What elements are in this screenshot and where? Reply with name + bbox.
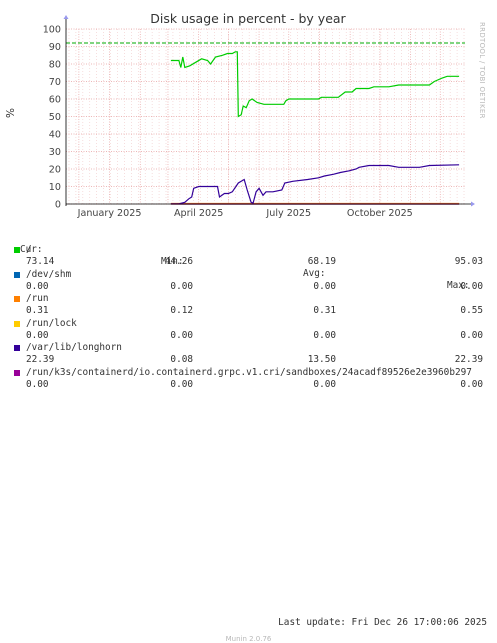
legend-min-value: 0.12 (170, 305, 193, 316)
legend-max-value: 0.00 (460, 280, 483, 292)
legend-swatch (14, 320, 20, 327)
header-min: Min: (161, 256, 184, 267)
legend-cur-value: 0.31 (26, 305, 49, 316)
series-line (170, 51, 460, 118)
legend-item: / (0, 244, 497, 256)
legend-cur-value: 0.00 (26, 378, 49, 390)
y-tick-label: 20 (49, 165, 61, 176)
y-axis-arrow (63, 15, 69, 19)
x-tick-label: January 2025 (77, 208, 142, 219)
legend-avg-value: 68.19 (307, 256, 336, 267)
legend-cur-value: 22.39 (26, 354, 55, 365)
y-tick-label: 10 (49, 182, 61, 193)
legend-series-name: /dev/shm (26, 268, 72, 280)
legend-max-value: 0.00 (460, 329, 483, 341)
legend-item: /var/lib/longhorn (0, 342, 497, 354)
rrdtool-credit: RRDTOOL / TOBI OETIKER (478, 22, 486, 119)
last-update: Last update: Fri Dec 26 17:00:06 2025 (278, 617, 487, 628)
y-tick-label: 100 (43, 25, 61, 36)
legend-avg-value: 0.00 (313, 378, 336, 390)
legend-item: /dev/shm (0, 269, 497, 281)
chart-area: 0 10 20 30 40 50 60 70 80 90 100 January 2025 April … (0, 0, 497, 230)
legend-series-name: /run/lock (26, 317, 77, 329)
legend-max-value: 95.03 (454, 256, 483, 267)
legend-values-row: 22.39 0.08 13.50 22.39 (0, 354, 497, 366)
legend-item: /run/k3s/containerd/io.containerd.grpc.v… (0, 367, 497, 379)
legend-swatch (14, 345, 20, 351)
legend-max-value: 22.39 (454, 354, 483, 365)
legend-min-value: 44.26 (164, 256, 193, 267)
legend-swatch (14, 369, 20, 376)
y-tick-label: 60 (49, 95, 61, 106)
y-tick-label: 50 (49, 112, 61, 123)
legend-cur-value: 0.00 (26, 280, 49, 292)
y-tick-label: 30 (49, 147, 61, 158)
legend-values-row: 0.00 0.00 0.00 0.00 (0, 379, 497, 391)
legend-swatch (14, 271, 20, 278)
legend-table: Cur: Min: Avg: Max: /73.14 44.26 68.19 95.0… (0, 232, 497, 643)
legend-max-value: 0.55 (460, 305, 483, 316)
legend-max-value: 0.00 (460, 378, 483, 390)
x-tick-label: July 2025 (265, 208, 311, 219)
series-line (170, 164, 460, 205)
munin-version: Munin 2.0.76 (225, 635, 272, 643)
legend-min-value: 0.00 (170, 329, 193, 341)
x-tick-label: October 2025 (347, 208, 413, 219)
y-tick-label: 40 (49, 130, 61, 141)
header-cur: Cur: (20, 244, 43, 255)
x-tick-label: April 2025 (174, 208, 223, 219)
legend-series-name: /var/lib/longhorn (26, 342, 122, 353)
legend-item: /run (0, 293, 497, 305)
disk-usage-chart: 0 10 20 30 40 50 60 70 80 90 100 January 2025 April … (5, 11, 475, 219)
header-avg: Avg: (303, 268, 326, 279)
x-axis-arrow (471, 201, 475, 207)
y-tick-label: 0 (55, 200, 61, 211)
legend-swatch (14, 247, 20, 253)
legend-values-row: 0.00 0.00 0.00 0.00 (0, 281, 497, 293)
y-axis-label: % (5, 108, 17, 118)
plot-background (66, 29, 465, 204)
legend-series-name: / (26, 244, 32, 255)
y-tick-label: 80 (49, 60, 61, 71)
legend-values-row: 73.14 44.26 68.19 95.03 (0, 256, 497, 268)
legend-min-value: 0.08 (170, 354, 193, 365)
legend-values-row: 0.00 0.00 0.00 0.00 (0, 330, 497, 342)
legend-series-name: /run/k3s/containerd/io.containerd.grpc.v… (26, 366, 472, 378)
legend-item: /run/lock (0, 318, 497, 330)
header-max: Max: (447, 280, 470, 291)
y-tick-label: 70 (49, 77, 61, 88)
legend-avg-value: 0.00 (313, 280, 336, 292)
chart-title: Disk usage in percent - by year (150, 11, 346, 26)
legend-avg-value: 0.31 (313, 305, 336, 316)
legend-min-value: 0.00 (170, 378, 193, 390)
legend-avg-value: 13.50 (307, 354, 336, 365)
legend-series-name: /run (26, 293, 49, 304)
legend-avg-value: 0.00 (313, 329, 336, 341)
legend-cur-value: 73.14 (26, 256, 55, 267)
legend-header-row: Cur: Min: Avg: Max: (0, 232, 497, 291)
legend-swatch (14, 296, 20, 302)
y-tick-label: 90 (49, 42, 61, 53)
legend-cur-value: 0.00 (26, 329, 49, 341)
legend-values-row: 0.31 0.12 0.31 0.55 (0, 305, 497, 317)
legend-min-value: 0.00 (170, 280, 193, 292)
